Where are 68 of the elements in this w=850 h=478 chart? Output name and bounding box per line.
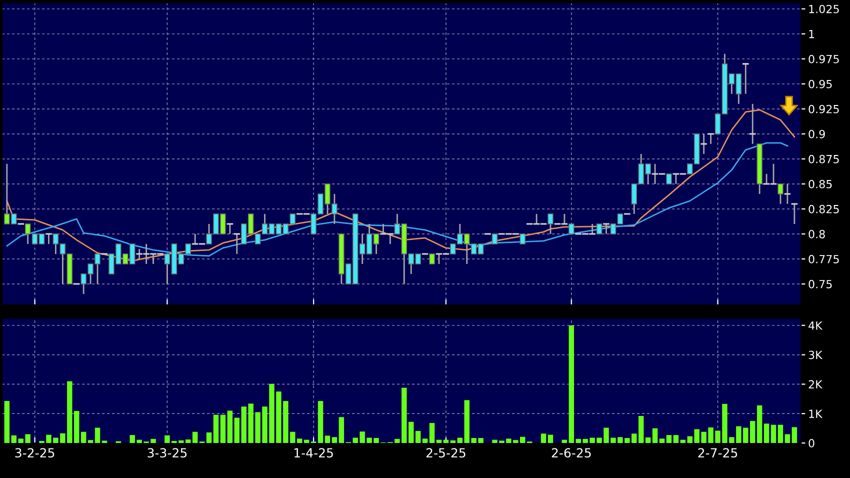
candlestick xyxy=(492,234,498,244)
bar xyxy=(645,437,651,444)
y-tick-label: 0.9 xyxy=(808,130,825,138)
bar xyxy=(415,430,421,444)
candlestick xyxy=(778,183,784,205)
bar xyxy=(666,435,672,444)
bar xyxy=(338,417,344,444)
y-tick-label: 1.025 xyxy=(809,4,839,14)
bar xyxy=(318,400,324,444)
y-tick-label: 0 xyxy=(808,438,814,448)
candlestick xyxy=(596,224,602,234)
y-tick-label: 1 xyxy=(809,30,814,38)
bar xyxy=(227,410,233,444)
bar xyxy=(778,424,784,444)
bar xyxy=(332,437,338,444)
y-tick-label: 1K xyxy=(809,410,823,418)
bar xyxy=(652,428,658,444)
bar xyxy=(750,420,756,444)
y-tick-label: 0.975 xyxy=(808,54,839,64)
bar xyxy=(422,438,428,444)
bar xyxy=(220,414,226,444)
line-series xyxy=(6,142,788,257)
bar xyxy=(568,325,574,444)
y-tick-label: 0.825 xyxy=(808,204,839,214)
y-tick-label: 4K xyxy=(808,321,823,330)
candlestick xyxy=(548,213,554,235)
bar xyxy=(457,438,463,444)
bar xyxy=(94,428,100,444)
bar xyxy=(756,405,762,444)
bar xyxy=(206,432,212,444)
bar xyxy=(540,434,546,444)
y-tick-label: 2K xyxy=(808,380,823,388)
bar xyxy=(80,432,86,444)
bar xyxy=(429,423,435,444)
bar xyxy=(784,434,790,444)
bar xyxy=(4,400,10,444)
bar xyxy=(324,436,330,444)
x-tick-label: 3-2-25 xyxy=(15,448,54,458)
y-tick-label: 0.85 xyxy=(808,180,832,188)
candlestick xyxy=(666,174,672,184)
bar xyxy=(770,424,776,444)
y-tick-label: 0.75 xyxy=(808,280,832,288)
bar xyxy=(638,416,644,444)
y-tick-label: 0.95 xyxy=(808,80,832,88)
x-tick-label: 2-5-25 xyxy=(426,448,466,458)
x-tick-label: 2-7-25 xyxy=(698,448,738,458)
bar xyxy=(673,435,679,444)
bar xyxy=(192,432,198,444)
y-tick-label: 0.925 xyxy=(808,104,839,114)
candlestick xyxy=(568,224,574,234)
bar xyxy=(102,440,108,444)
bar xyxy=(764,424,770,444)
y-tick-label: 3K xyxy=(808,350,823,360)
bar xyxy=(659,438,665,444)
x-tick-label: 3-3-25 xyxy=(148,448,187,458)
x-tick-label: 1-4-25 xyxy=(294,448,333,458)
bar xyxy=(88,440,94,444)
y-tick-label: 0.8 xyxy=(808,230,825,238)
bar xyxy=(792,427,798,444)
y-tick-label: 0.875 xyxy=(808,154,839,164)
bar xyxy=(234,418,240,444)
y-tick-label: 0.775 xyxy=(808,254,839,264)
x-tick-label: 2-6-25 xyxy=(552,448,591,458)
candlestick xyxy=(520,234,526,244)
candlestick xyxy=(429,254,435,264)
bar xyxy=(548,434,554,444)
bar xyxy=(450,440,456,444)
bar xyxy=(213,414,219,444)
